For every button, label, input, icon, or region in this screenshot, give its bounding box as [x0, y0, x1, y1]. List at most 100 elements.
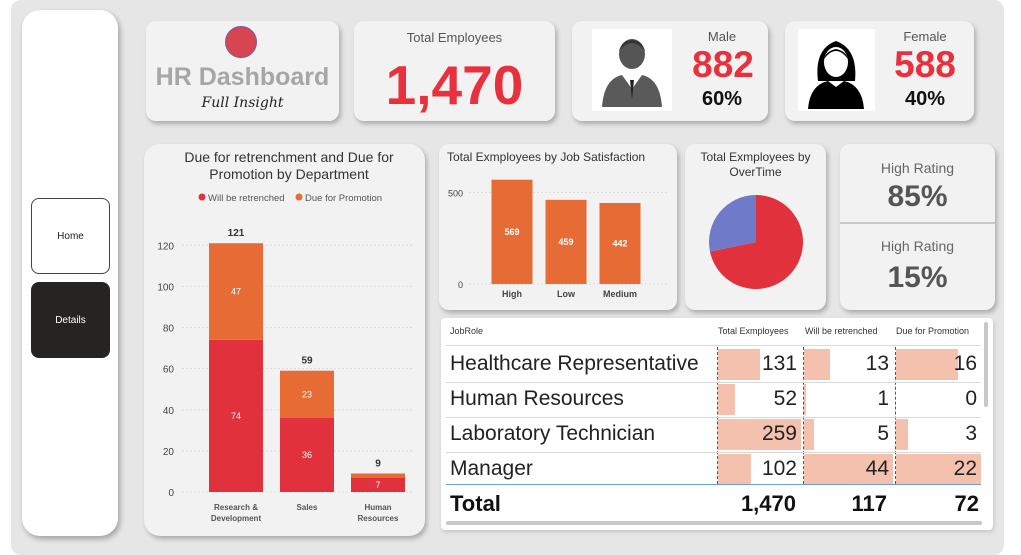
- jobsat-bar: [545, 199, 587, 284]
- female-label: Female: [903, 29, 947, 44]
- overtime-chart-card: Total Exmployees by OverTime: [685, 144, 826, 310]
- home-button[interactable]: Home: [31, 198, 110, 274]
- jobrole-table: JobRole Total Exmployees Will be retrenc…: [441, 318, 993, 530]
- vertical-scrollbar[interactable]: [984, 322, 988, 407]
- bar-value-label: 442: [612, 238, 627, 248]
- y-tick-label: 80: [163, 324, 175, 335]
- bar-value-label: 23: [302, 389, 312, 399]
- cell-retrenched: 13: [865, 352, 889, 375]
- cell-jobrole: Healthcare Representative: [450, 352, 699, 375]
- bar-segment-retrenched: [280, 417, 334, 492]
- bar-value-label: 459: [558, 237, 573, 247]
- bar-segment-retrenched: [209, 339, 263, 492]
- cell-retrenched: 1: [877, 387, 889, 410]
- x-category-label: Resources: [358, 514, 399, 523]
- rating-card: High Rating 85% High Rating 15%: [840, 144, 995, 310]
- jobsat-chart: 0 500 569 High 459 Low 442 Medium: [448, 179, 669, 299]
- x-category-label: High: [502, 289, 522, 299]
- y-tick-label: 0: [458, 280, 463, 290]
- y-tick-label: 120: [157, 241, 174, 252]
- legend-retrenched-label: Will be retrenched: [208, 193, 285, 204]
- cell-total: 131: [761, 352, 797, 375]
- legend-promotion-label: Due for Promotion: [305, 193, 382, 204]
- bar-segment-promotion: [209, 243, 263, 340]
- column-divider-2: [803, 347, 804, 484]
- total-retrenched-sum: 117: [851, 491, 888, 516]
- pie-slice: [710, 195, 803, 289]
- bar-value-label: 36: [302, 450, 312, 460]
- y-tick-label: 100: [157, 282, 174, 293]
- rating-label-1: High Rating: [880, 160, 955, 176]
- overtime-chart: [709, 195, 803, 289]
- header-divider: [446, 345, 981, 346]
- legend-promotion-marker: [295, 193, 303, 201]
- bar-value-label: 74: [231, 411, 241, 421]
- databar-retrenched: [804, 419, 815, 450]
- cell-jobrole: Manager: [450, 457, 533, 480]
- female-value: 588: [894, 44, 956, 85]
- bar-total-label: 59: [301, 356, 313, 367]
- bar-segment-promotion: [280, 370, 334, 418]
- y-tick-label: 60: [163, 365, 175, 376]
- male-value: 882: [692, 44, 754, 85]
- databar-total: [718, 384, 735, 415]
- databar-retrenched: [804, 454, 893, 485]
- male-card: Male 882 60%: [572, 21, 768, 121]
- header-due-for-promotion[interactable]: Due for Promotion: [896, 326, 970, 336]
- total-promotion-sum: 72: [954, 491, 979, 516]
- overtime-chart-title: Total Exmployees by OverTime: [700, 150, 811, 179]
- column-divider-1: [717, 347, 718, 484]
- horizontal-scrollbar[interactable]: [446, 521, 982, 525]
- bar-value-label: 47: [231, 287, 241, 297]
- rating-label-2: High Rating: [880, 238, 955, 254]
- male-avatar-icon: [592, 29, 672, 111]
- details-button[interactable]: Details: [31, 282, 110, 358]
- male-percent: 60%: [701, 88, 743, 110]
- page-title: HR Dashboard: [155, 63, 330, 91]
- cell-total: 102: [761, 457, 797, 480]
- y-tick-label: 500: [448, 188, 463, 198]
- x-category-label: Development: [211, 514, 262, 523]
- cell-promotion: 22: [953, 457, 977, 480]
- total-label: Total: [450, 491, 501, 516]
- databar-promotion: [896, 349, 958, 380]
- female-avatar-icon: [798, 29, 875, 111]
- databar-total: [718, 454, 751, 485]
- male-label: Male: [707, 29, 737, 44]
- databar-total: [718, 349, 760, 380]
- female-percent: 40%: [904, 88, 946, 110]
- jobsat-chart-card: Total Exmployees by Job Satisfaction 0 50…: [439, 144, 677, 310]
- bar-segment-retrenched: [351, 477, 405, 492]
- total-employees-label: Total Employees: [406, 30, 503, 45]
- header-will-be-retrenched[interactable]: Will be retrenched: [805, 326, 878, 336]
- x-category-label: Sales: [297, 503, 318, 512]
- row-divider: [446, 417, 981, 418]
- cell-jobrole: Human Resources: [450, 387, 624, 410]
- total-employees-card: Total Employees 1,470: [354, 21, 555, 121]
- female-card: Female 588 40%: [785, 21, 974, 121]
- bar-value-label: 569: [504, 227, 519, 237]
- databar-promotion: [896, 419, 908, 450]
- header-jobrole[interactable]: JobRole: [450, 326, 484, 336]
- cell-jobrole: Laboratory Technician: [450, 422, 656, 445]
- total-employees-sum: 1,470: [740, 491, 796, 516]
- header-total-employees[interactable]: Total Exmployees: [718, 326, 789, 336]
- row-divider: [446, 382, 981, 383]
- dept-chart-title: Due for retrenchment and Due for Promoti…: [184, 149, 394, 182]
- cell-total: 259: [761, 422, 797, 445]
- rating-value-1: 85%: [887, 180, 948, 213]
- bar-total-label: 121: [228, 228, 245, 239]
- total-divider: [446, 484, 981, 485]
- databar-retrenched: [804, 349, 831, 380]
- rating-divider: [840, 222, 995, 224]
- total-employees-value: 1,470: [385, 54, 524, 116]
- x-category-label: Research &: [214, 503, 258, 512]
- cell-promotion: 16: [953, 352, 977, 375]
- y-tick-label: 40: [163, 406, 175, 417]
- y-tick-label: 0: [168, 488, 174, 499]
- row-divider: [446, 452, 981, 453]
- bar-segment-promotion: [351, 473, 405, 478]
- cell-retrenched: 5: [877, 422, 889, 445]
- cell-retrenched: 44: [865, 457, 889, 480]
- column-divider-3: [895, 347, 896, 484]
